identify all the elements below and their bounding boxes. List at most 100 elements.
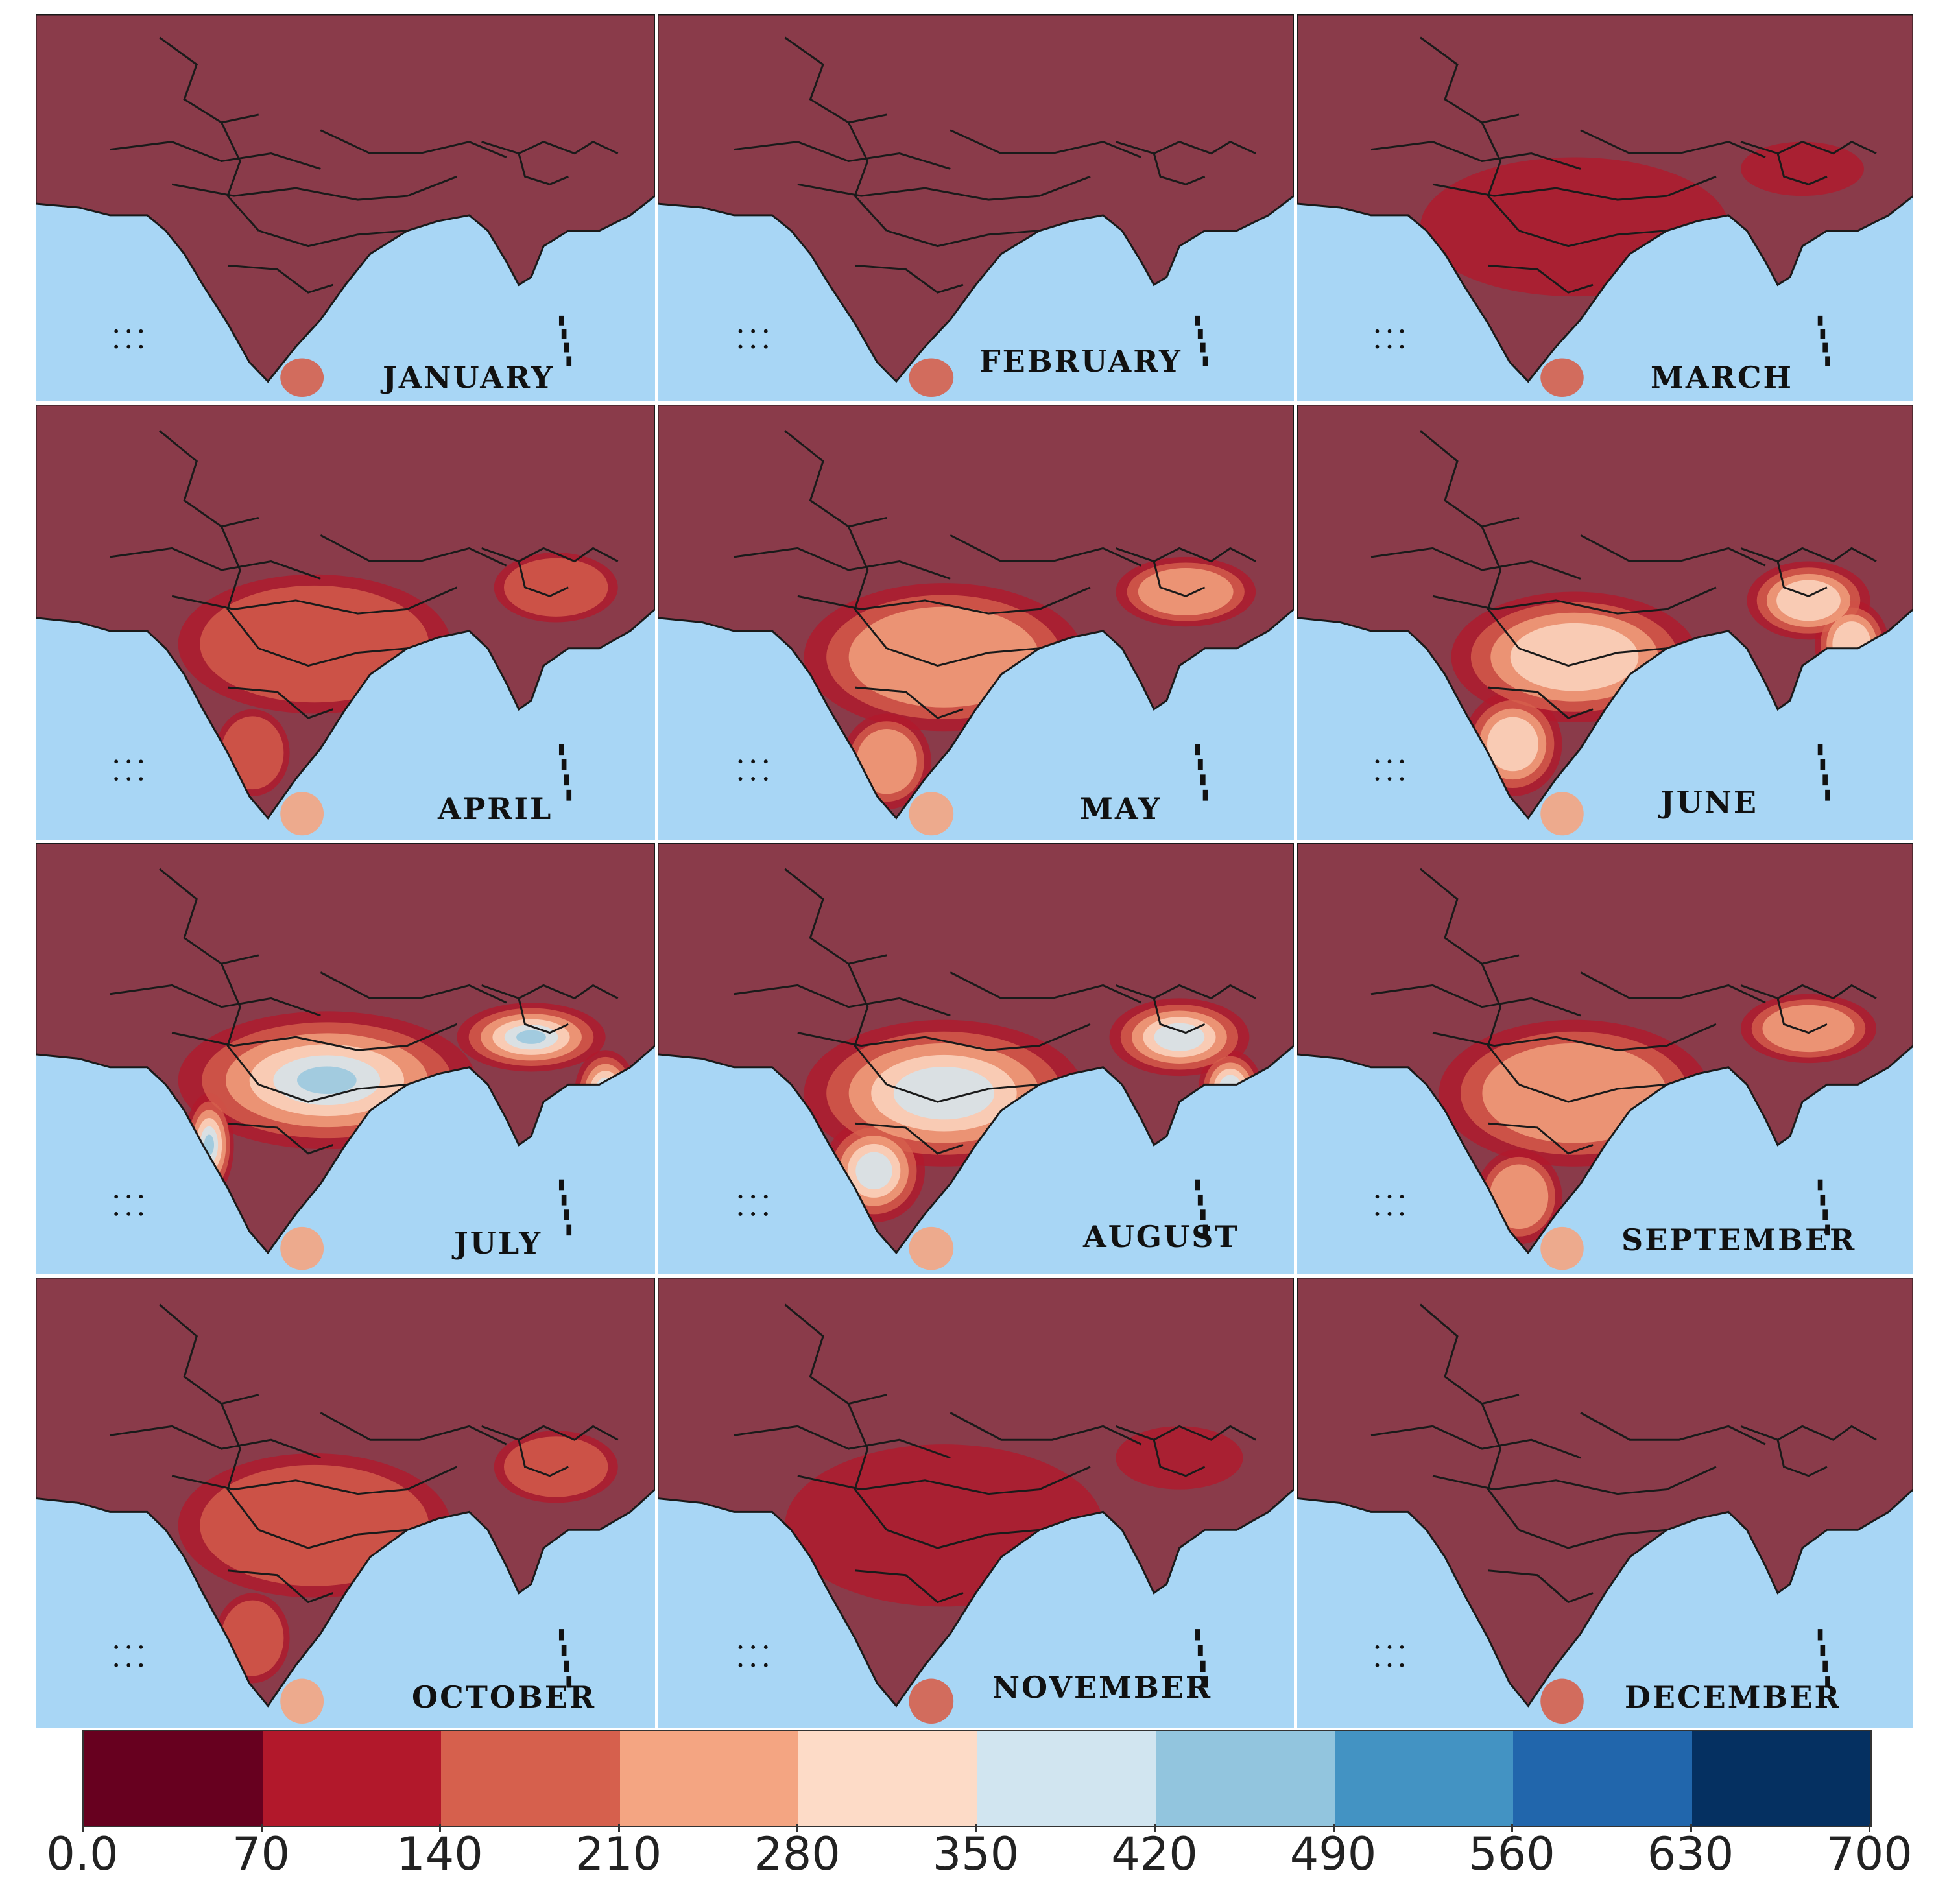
colorbar-tick-label: 630 bbox=[1647, 1827, 1734, 1881]
intensity-zone bbox=[893, 1067, 995, 1120]
map-svg bbox=[1297, 1278, 1913, 1728]
sri-lanka bbox=[909, 1226, 954, 1270]
intensity-zone bbox=[1482, 1043, 1667, 1143]
state-borders bbox=[1297, 1278, 1913, 1706]
month-label: SEPTEMBER bbox=[1621, 1222, 1857, 1257]
islands bbox=[738, 315, 1208, 366]
map-panel-december bbox=[1297, 1278, 1913, 1728]
islands bbox=[1375, 1629, 1830, 1688]
state-borders bbox=[658, 843, 1294, 1253]
month-label: APRIL bbox=[438, 791, 553, 826]
map-svg bbox=[658, 1278, 1294, 1728]
month-label: AUGUST bbox=[1083, 1219, 1239, 1254]
map-svg bbox=[1297, 843, 1913, 1274]
colorbar-tick-mark bbox=[617, 1824, 620, 1832]
colorbar-tick-mark bbox=[439, 1824, 441, 1832]
map-panel-june bbox=[1297, 405, 1913, 840]
month-label: JULY bbox=[454, 1226, 543, 1261]
map-svg bbox=[658, 405, 1294, 840]
month-label: FEBRUARY bbox=[979, 344, 1182, 379]
islands bbox=[114, 1179, 572, 1236]
intensity-zone bbox=[856, 729, 917, 794]
islands bbox=[738, 1629, 1208, 1688]
colorbar-tick-label: 560 bbox=[1468, 1827, 1555, 1881]
islands bbox=[738, 744, 1208, 801]
state-borders bbox=[658, 405, 1294, 818]
intensity-zone bbox=[855, 1152, 892, 1190]
map-panel-november bbox=[658, 1278, 1294, 1728]
colorbar-tick-mark bbox=[975, 1824, 977, 1832]
state-borders bbox=[36, 405, 655, 818]
state-borders bbox=[1297, 14, 1913, 381]
map-panel-september bbox=[1297, 843, 1913, 1274]
colorbar-tick-label: 0.0 bbox=[46, 1827, 119, 1881]
map-panel-march bbox=[1297, 14, 1913, 401]
colorbar-segment bbox=[1334, 1731, 1513, 1826]
colorbar-tick-mark bbox=[260, 1824, 263, 1832]
sri-lanka bbox=[280, 1226, 324, 1270]
intensity-zone bbox=[1762, 1005, 1855, 1053]
map-panel-february bbox=[658, 14, 1294, 401]
islands bbox=[1375, 744, 1830, 801]
colorbar-segment bbox=[977, 1731, 1156, 1826]
intensity-zone bbox=[297, 1066, 357, 1095]
intensity-zone bbox=[503, 1436, 608, 1497]
colorbar bbox=[82, 1730, 1872, 1827]
sri-lanka bbox=[280, 358, 324, 398]
map-svg bbox=[36, 14, 655, 401]
intensity-zone bbox=[1487, 717, 1539, 772]
month-label: DECEMBER bbox=[1625, 1680, 1841, 1715]
islands bbox=[738, 1179, 1208, 1236]
map-panel-july bbox=[36, 843, 655, 1274]
sri-lanka bbox=[909, 792, 954, 836]
state-borders bbox=[36, 14, 655, 381]
state-borders bbox=[36, 1278, 655, 1706]
sri-lanka bbox=[1540, 358, 1584, 398]
colorbar-tick-mark bbox=[796, 1824, 798, 1832]
map-svg bbox=[658, 843, 1294, 1274]
month-label: OCTOBER bbox=[412, 1680, 597, 1715]
colorbar-segment bbox=[441, 1731, 620, 1826]
map-panel-january bbox=[36, 14, 655, 401]
colorbar-tick-label: 70 bbox=[232, 1827, 291, 1881]
colorbar-segment bbox=[262, 1731, 441, 1826]
map-svg bbox=[658, 14, 1294, 401]
islands bbox=[1375, 315, 1830, 366]
colorbar-tick-mark bbox=[82, 1824, 84, 1832]
colorbar-tick-mark bbox=[1511, 1824, 1513, 1832]
sri-lanka bbox=[909, 358, 954, 398]
intensity-zone bbox=[503, 558, 608, 617]
islands bbox=[114, 1629, 572, 1688]
colorbar-tick-mark bbox=[1690, 1824, 1692, 1832]
map-svg bbox=[1297, 405, 1913, 840]
colorbar-segment bbox=[1691, 1731, 1870, 1826]
sri-lanka bbox=[909, 1678, 954, 1724]
month-label: JANUARY bbox=[383, 360, 555, 395]
colorbar-tick-mark bbox=[1154, 1824, 1156, 1832]
sri-lanka bbox=[280, 1678, 324, 1724]
colorbar-segment bbox=[798, 1731, 977, 1826]
sri-lanka bbox=[1540, 1226, 1584, 1270]
month-label: JUNE bbox=[1660, 785, 1758, 820]
sri-lanka bbox=[280, 792, 324, 836]
map-panel-october bbox=[36, 1278, 655, 1728]
colorbar-tick-mark bbox=[1332, 1824, 1335, 1832]
state-borders bbox=[658, 1278, 1294, 1706]
map-svg bbox=[36, 1278, 655, 1728]
sri-lanka bbox=[1540, 1678, 1584, 1724]
colorbar-tick-label: 490 bbox=[1289, 1827, 1377, 1881]
map-svg bbox=[1297, 14, 1913, 401]
month-label: NOVEMBER bbox=[992, 1670, 1213, 1705]
colorbar-tick-label: 700 bbox=[1826, 1827, 1913, 1881]
state-borders bbox=[658, 14, 1294, 381]
islands bbox=[1375, 1179, 1830, 1236]
islands bbox=[114, 744, 572, 801]
colorbar-tick-label: 280 bbox=[754, 1827, 841, 1881]
map-panel-august bbox=[658, 843, 1294, 1274]
intensity-zone bbox=[848, 606, 1040, 708]
intensity-zone bbox=[516, 1030, 546, 1044]
month-label: MARCH bbox=[1651, 360, 1793, 395]
intensity-zone bbox=[1138, 568, 1234, 616]
colorbar-tick-mark bbox=[1869, 1824, 1870, 1832]
map-panel-may bbox=[658, 405, 1294, 840]
